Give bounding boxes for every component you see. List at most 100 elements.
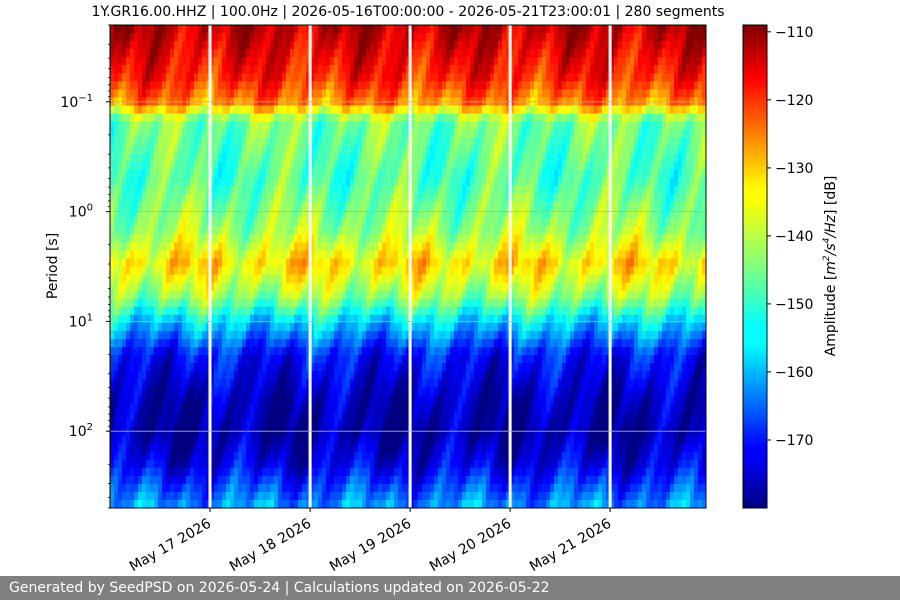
heatmap-cell xyxy=(374,282,379,292)
heatmap-cell xyxy=(270,258,275,268)
heatmap-cell xyxy=(590,242,595,251)
heatmap-cell xyxy=(262,218,267,227)
heatmap-cell xyxy=(302,210,307,219)
heatmap-cell xyxy=(526,41,531,50)
heatmap-cell xyxy=(402,41,407,50)
heatmap-cell xyxy=(538,81,543,90)
heatmap-cell xyxy=(654,121,659,131)
heatmap-cell xyxy=(406,194,411,203)
heatmap-cell xyxy=(390,129,395,139)
heatmap-cell xyxy=(554,274,559,284)
heatmap-cell xyxy=(358,282,363,292)
heatmap-cell xyxy=(570,258,575,268)
heatmap-cell xyxy=(606,73,611,82)
heatmap-cell xyxy=(226,81,231,90)
heatmap-cell xyxy=(158,202,163,211)
heatmap-cell xyxy=(110,218,115,227)
heatmap-cell xyxy=(594,129,599,139)
heatmap-cell xyxy=(570,186,575,195)
heatmap-cell xyxy=(678,226,683,235)
heatmap-cell xyxy=(630,65,635,74)
heatmap-cell xyxy=(450,242,455,251)
heatmap-cell xyxy=(626,202,631,211)
heatmap-cell xyxy=(330,274,335,284)
heatmap-cell xyxy=(158,274,163,284)
heatmap-cell xyxy=(318,177,323,187)
heatmap-cell xyxy=(258,186,263,195)
heatmap-cell xyxy=(526,177,531,187)
heatmap-cell xyxy=(650,186,655,195)
heatmap-cell xyxy=(546,89,551,99)
heatmap-cell xyxy=(246,73,251,82)
heatmap-cell xyxy=(118,105,123,115)
heatmap-cell xyxy=(474,169,479,179)
heatmap-cell xyxy=(342,81,347,90)
heatmap-cell xyxy=(590,234,595,243)
heatmap-cell xyxy=(342,73,347,82)
heatmap-cell xyxy=(578,282,583,292)
heatmap-cell xyxy=(470,65,475,74)
heatmap-cell xyxy=(562,202,567,211)
heatmap-cell xyxy=(166,89,171,99)
heatmap-cell xyxy=(554,186,559,195)
heatmap-cell xyxy=(394,73,399,82)
heatmap-cell xyxy=(554,105,559,115)
heatmap-cell xyxy=(482,177,487,187)
heatmap-cell xyxy=(574,81,579,90)
heatmap-cell xyxy=(454,169,459,179)
heatmap-cell xyxy=(234,81,239,90)
heatmap-cell xyxy=(398,161,403,171)
heatmap-cell xyxy=(258,73,263,82)
heatmap-cell xyxy=(430,250,435,260)
heatmap-cell xyxy=(406,242,411,251)
heatmap-cell xyxy=(694,137,699,147)
heatmap-cell xyxy=(426,266,431,276)
heatmap-cell xyxy=(322,113,327,123)
heatmap-cell xyxy=(374,226,379,235)
heatmap-cell xyxy=(238,25,243,34)
heatmap-cell xyxy=(574,266,579,276)
heatmap-cell xyxy=(310,129,315,139)
heatmap-cell xyxy=(202,41,207,50)
heatmap-cell xyxy=(386,129,391,139)
heatmap-cell xyxy=(558,202,563,211)
heatmap-cell xyxy=(542,153,547,163)
heatmap-cell xyxy=(534,226,539,235)
heatmap-cell xyxy=(618,282,623,292)
heatmap-cell xyxy=(486,242,491,251)
heatmap-cell xyxy=(418,65,423,74)
heatmap-cell xyxy=(666,113,671,123)
heatmap-cell xyxy=(362,113,367,123)
heatmap-cell xyxy=(554,210,559,219)
heatmap-cell xyxy=(690,218,695,227)
heatmap-cell xyxy=(306,210,311,219)
heatmap-cell xyxy=(334,274,339,284)
heatmap-cell xyxy=(594,202,599,211)
heatmap-cell xyxy=(210,33,215,42)
heatmap-cell xyxy=(610,81,615,90)
heatmap-cell xyxy=(518,258,523,268)
heatmap-cell xyxy=(326,81,331,90)
heatmap-cell xyxy=(174,242,179,251)
heatmap-cell xyxy=(662,129,667,139)
heatmap-cell xyxy=(322,65,327,74)
heatmap-cell xyxy=(658,33,663,42)
heatmap-cell xyxy=(338,250,343,260)
heatmap-cell xyxy=(570,145,575,155)
heatmap-cell xyxy=(122,145,127,155)
heatmap-cell xyxy=(326,129,331,139)
heatmap-cell xyxy=(634,73,639,82)
heatmap-cell xyxy=(482,137,487,147)
heatmap-cell xyxy=(370,161,375,171)
heatmap-cell xyxy=(222,234,227,243)
heatmap-cell xyxy=(110,153,115,163)
heatmap-cell xyxy=(150,73,155,82)
heatmap-cell xyxy=(470,145,475,155)
heatmap-cell xyxy=(138,226,143,235)
heatmap-cell xyxy=(230,89,235,99)
heatmap-cell xyxy=(546,177,551,187)
heatmap-cell xyxy=(222,137,227,147)
heatmap-cell xyxy=(202,113,207,123)
heatmap-cell xyxy=(442,202,447,211)
heatmap-cell xyxy=(658,266,663,276)
